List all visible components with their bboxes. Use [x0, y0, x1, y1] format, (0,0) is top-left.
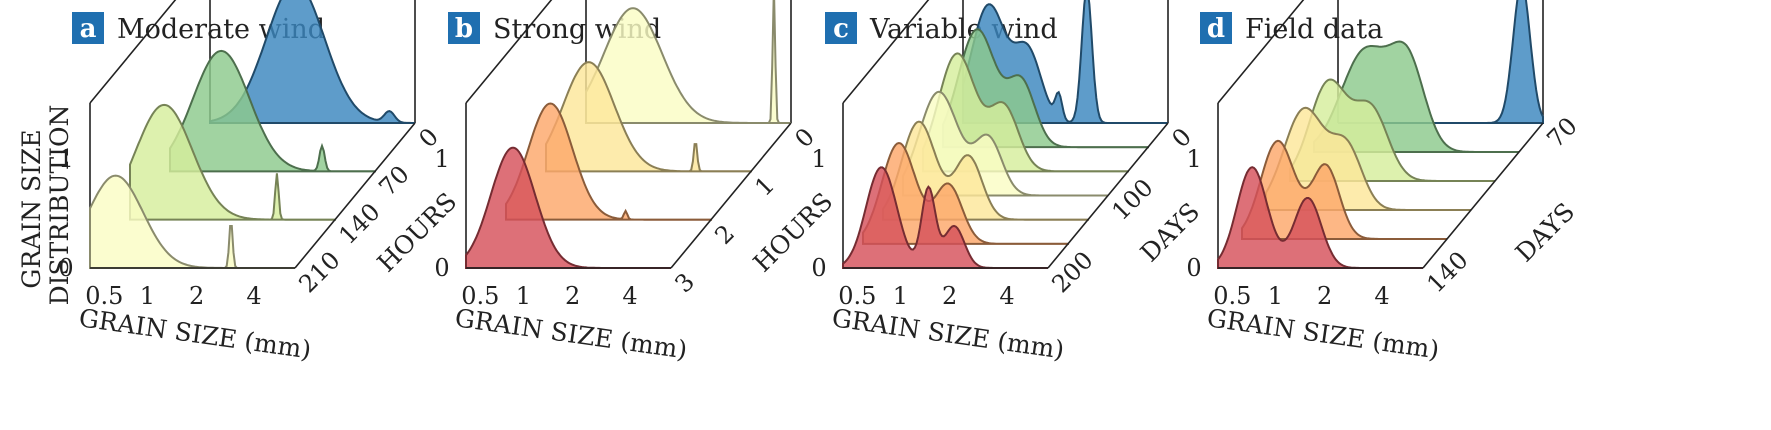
z-tick-label: 140	[333, 198, 385, 250]
y-axis-label: GRAIN SIZE DISTRIBUTION	[17, 105, 74, 306]
x-tick-label: 2	[942, 282, 957, 310]
x-axis-title: GRAIN SIZE (mm)	[77, 303, 313, 364]
panel-letter: c	[833, 14, 849, 44]
series-surface	[585, 0, 791, 124]
series-surface	[169, 49, 376, 173]
panel-letter: b	[455, 14, 473, 44]
right-depth-edge	[1422, 122, 1544, 269]
x-tick-label: 1	[893, 282, 908, 310]
z-tick-label: 70	[1541, 112, 1582, 153]
z-tick-label: 3	[669, 268, 700, 299]
y-tick-label: 0	[811, 254, 826, 282]
x-tick-label: 4	[246, 282, 261, 310]
y-tick-label: 0	[434, 254, 449, 282]
panel-title: Field data	[1245, 14, 1383, 45]
z-tick-label: 1	[749, 171, 780, 202]
y-tick-label: 1	[434, 145, 449, 173]
series-surface	[902, 90, 1108, 197]
x-tick-label: 1	[516, 282, 531, 310]
series-surface	[129, 103, 336, 221]
x-tick-label: 4	[1374, 282, 1389, 310]
y-tick-label: 0	[58, 254, 73, 282]
top-left-depth-edge	[842, 0, 930, 104]
panel-letter: a	[80, 14, 97, 44]
x-tick-label: 1	[1268, 282, 1283, 310]
z-tick-label: 2	[709, 219, 740, 250]
z-tick-label: 210	[293, 246, 345, 298]
x-axis-title: GRAIN SIZE (mm)	[830, 303, 1066, 364]
x-tick-label: 0.5	[461, 282, 499, 310]
y-tick-label: 1	[1186, 145, 1201, 173]
right-depth-edge	[294, 122, 416, 269]
y-axis-label-line-1: GRAIN SIZE	[17, 129, 46, 288]
x-tick-label: 1	[140, 282, 155, 310]
series-surface	[882, 120, 1089, 221]
top-left-depth-edge	[1217, 0, 1305, 104]
x-tick-label: 0.5	[85, 282, 123, 310]
series-surface	[545, 61, 752, 173]
series-surface	[1241, 139, 1447, 240]
x-tick-label: 4	[622, 282, 637, 310]
x-tick-label: 2	[1317, 282, 1332, 310]
z-tick-label: 140	[1421, 246, 1473, 298]
z-tick-label: 100	[1106, 174, 1158, 226]
x-tick-label: 2	[189, 282, 204, 310]
panel-letter-box	[448, 12, 480, 44]
series-surface	[505, 102, 712, 221]
x-tick-label: 4	[999, 282, 1014, 310]
top-left-depth-edge	[465, 0, 553, 104]
y-tick-label: 0	[1186, 254, 1201, 282]
panel-letter-box	[72, 12, 104, 44]
y-tick-label: 1	[811, 145, 826, 173]
x-axis-title: GRAIN SIZE (mm)	[453, 303, 689, 364]
right-depth-edge	[670, 122, 792, 269]
panel-letter-box	[1200, 12, 1232, 44]
x-axis-title: GRAIN SIZE (mm)	[1205, 303, 1441, 364]
y-tick-label: 1	[58, 145, 73, 173]
right-depth-edge	[1047, 122, 1169, 269]
panel-letter: d	[1207, 14, 1225, 44]
z-tick-label: 200	[1046, 246, 1098, 298]
z-axis-title: DAYS	[1510, 197, 1581, 268]
x-tick-label: 2	[565, 282, 580, 310]
x-tick-label: 0.5	[838, 282, 876, 310]
x-tick-label: 0.5	[1213, 282, 1251, 310]
panel-letter-box	[825, 12, 857, 44]
series-surface	[862, 141, 1069, 245]
top-left-depth-edge	[89, 0, 177, 104]
y-axis-label-line-2: DISTRIBUTION	[45, 105, 74, 306]
